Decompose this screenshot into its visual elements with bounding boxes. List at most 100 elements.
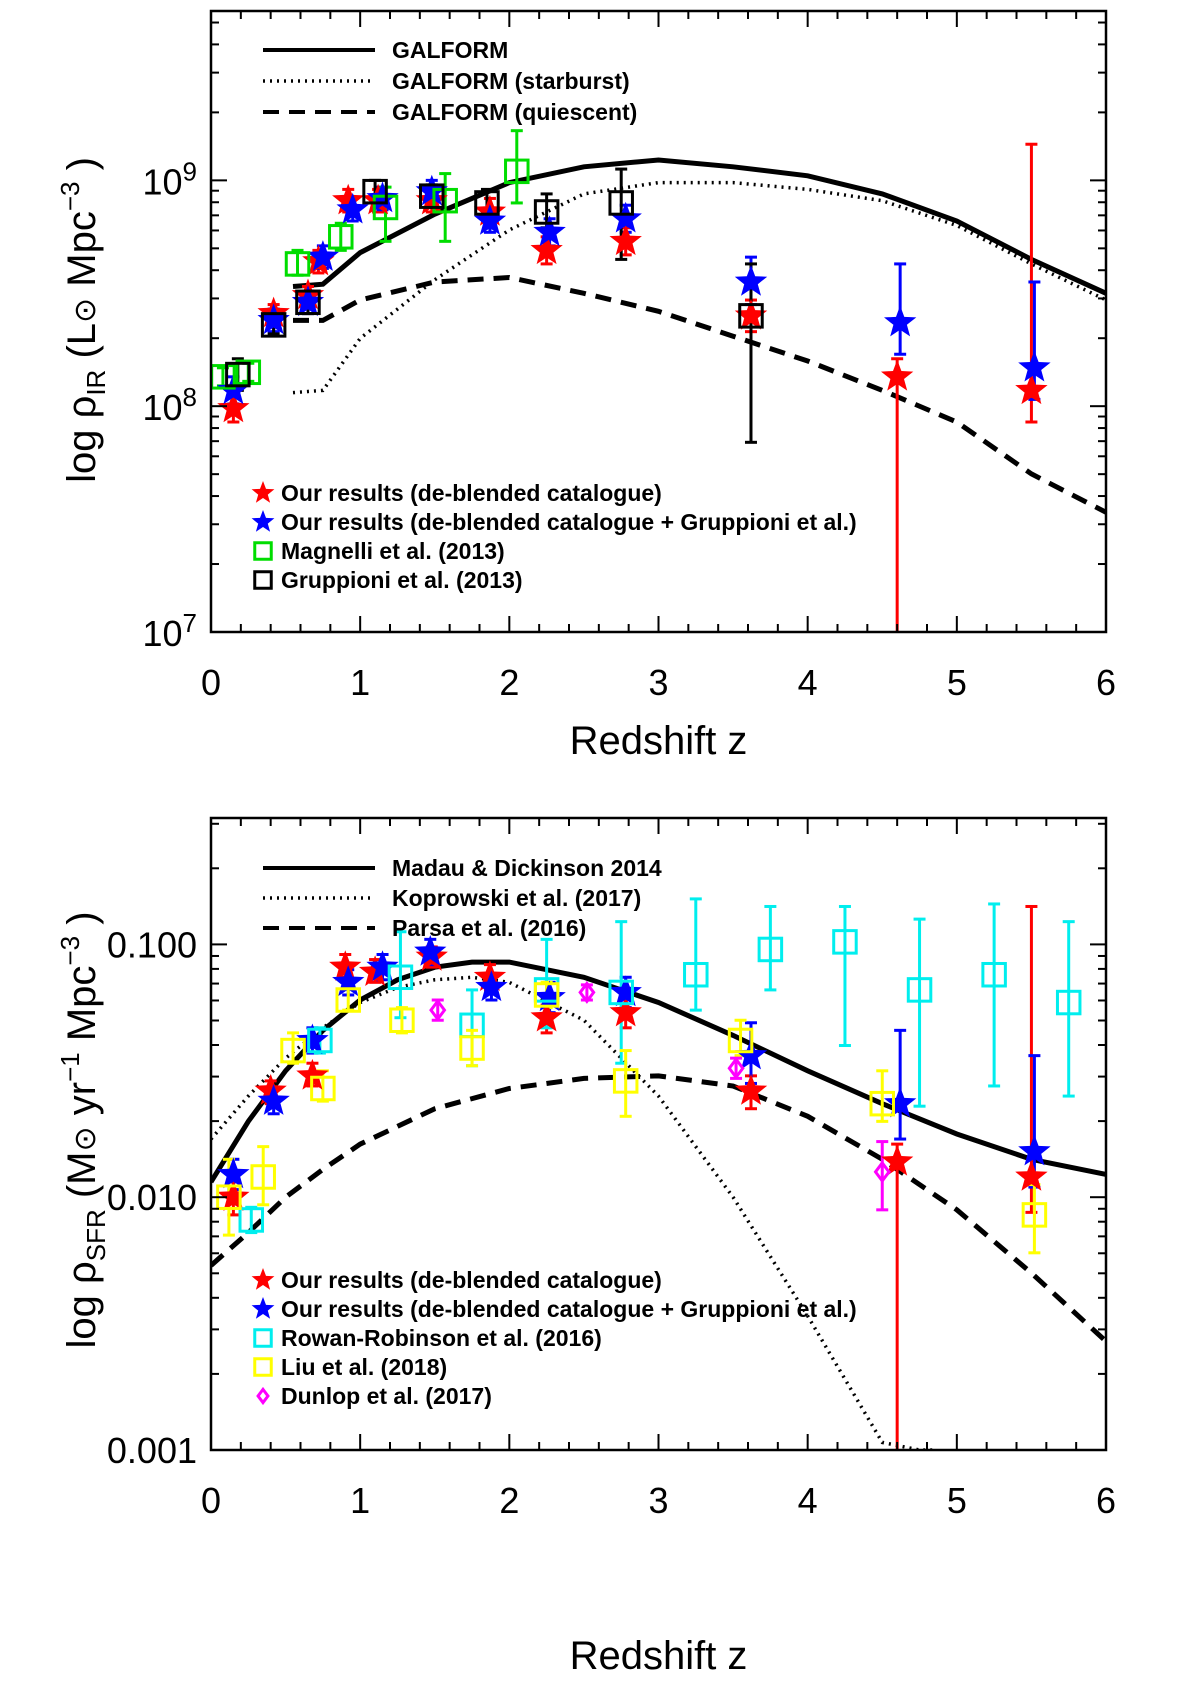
curve-koprowski-et-al-2017- (211, 975, 935, 1450)
legend-point-label: Dunlop et al. (2017) (281, 1383, 492, 1409)
point-our-results-de-blended-catalogue- (1015, 1160, 1048, 1191)
y-tick-base: 10 (142, 613, 182, 654)
y-tick-label: 0.010 (107, 1177, 197, 1218)
plot-area (211, 897, 1106, 1450)
point-our-results-de-blended-catalogue- (530, 233, 563, 265)
point-liu-et-al-2018- (459, 1035, 485, 1061)
legend-point-label: Rowan-Robinson et al. (2016) (281, 1325, 602, 1351)
y-tick-label: 0.001 (107, 1430, 197, 1471)
legend-point-label: Gruppioni et al. (2013) (281, 567, 523, 593)
legend-line-label: GALFORM (quiescent) (392, 99, 637, 125)
legend-point-label: Liu et al. (2018) (281, 1354, 447, 1380)
point-liu-et-al-2018- (389, 1007, 415, 1033)
point-our-results-de-blended-catalogue- (217, 391, 250, 423)
x-axis-title: Redshift z (570, 719, 748, 763)
point-liu-et-al-2018- (250, 1164, 276, 1190)
x-axis-title: Redshift z (570, 1634, 748, 1678)
point-liu-et-al-2018- (335, 987, 361, 1013)
point-dunlop-et-al-2017- (727, 1056, 745, 1080)
y-tick-exponent: 9 (183, 156, 197, 186)
point-gruppioni-et-al-2013- (738, 303, 764, 329)
x-tick-label: 0 (201, 662, 221, 703)
y-title-close: ) (60, 911, 104, 935)
legend-line-label: Parsa et al. (2016) (392, 915, 586, 941)
legend-point-label: Our results (de-blended catalogue) (281, 480, 662, 506)
point-our-results-de-blended-catalogue- (530, 1000, 563, 1032)
point-our-results-de-blended-catalogue- (1015, 373, 1048, 405)
y-title-unit: yr (60, 1082, 104, 1126)
x-tick-label: 0 (201, 1480, 221, 1521)
point-liu-et-al-2018- (612, 1068, 639, 1094)
point-our-results-de-blended-catalogue-gruppioni-et-al- (306, 240, 339, 271)
bottom-panel-sfr-density: 0 1 2 3 4 5 6 0.001 0.010 0.100 Redshift z log ρSFR… (55, 816, 1116, 1678)
point-our-results-de-blended-catalogue- (296, 1058, 329, 1090)
point-liu-et-al-2018- (310, 1075, 336, 1102)
point-our-results-de-blended-catalogue-gruppioni-et-al- (1018, 1134, 1051, 1166)
legend-line-label: Madau & Dickinson 2014 (392, 855, 662, 881)
point-gruppioni-et-al-2013- (474, 190, 500, 216)
point-our-results-de-blended-catalogue-gruppioni-et-al- (884, 1086, 917, 1118)
y-title-unit: (M (60, 1152, 104, 1210)
point-our-results-de-blended-catalogue-gruppioni-et-al- (533, 215, 566, 247)
x-tick-label: 2 (499, 662, 519, 703)
legend-marker (253, 541, 273, 561)
curve-galform-quiescent- (293, 274, 1106, 515)
point-our-results-de-blended-catalogue- (329, 950, 362, 981)
point-magnelli-et-al-2013- (504, 158, 530, 185)
point-our-results-de-blended-catalogue- (609, 995, 642, 1027)
point-rowan-robinson-et-al-2016- (981, 961, 1007, 988)
plot-area (211, 129, 1106, 632)
point-our-results-de-blended-catalogue-gruppioni-et-al- (609, 975, 642, 1007)
x-tick-label: 5 (947, 662, 967, 703)
y-title-exponent: −3 (55, 182, 85, 212)
y-title-sun-symbol: ⊙ (69, 1126, 102, 1151)
y-title-exponent: −1 (55, 1052, 85, 1082)
point-our-results-de-blended-catalogue- (332, 183, 365, 215)
point-rowan-robinson-et-al-2016- (1055, 989, 1082, 1016)
point-our-results-de-blended-catalogue-gruppioni-et-al- (473, 204, 507, 235)
x-tick-label: 3 (648, 1480, 668, 1521)
point-our-results-de-blended-catalogue-gruppioni-et-al- (296, 1023, 329, 1055)
point-rowan-robinson-et-al-2016- (832, 929, 858, 955)
point-our-results-de-blended-catalogue-gruppioni-et-al- (257, 303, 290, 335)
y-tick-exponent: 7 (183, 608, 197, 638)
point-liu-et-al-2018- (727, 1027, 754, 1054)
y-title-main: log ρ (60, 396, 104, 483)
y-title-main: log ρ (60, 1261, 104, 1348)
legend-marker (251, 481, 275, 503)
point-our-results-de-blended-catalogue- (734, 298, 768, 330)
point-liu-et-al-2018- (1021, 1202, 1048, 1228)
point-our-results-de-blended-catalogue- (881, 1144, 914, 1176)
point-dunlop-et-al-2017- (578, 980, 596, 1004)
y-tick-label: 0.100 (107, 924, 197, 965)
x-tick-label: 6 (1096, 1480, 1116, 1521)
curve-galform (292, 157, 1106, 296)
curve-galform-starburst- (292, 180, 1106, 395)
point-magnelli-et-al-2013- (432, 187, 458, 214)
legend-line-label: GALFORM (392, 37, 508, 63)
point-gruppioni-et-al-2013- (362, 178, 388, 205)
point-our-results-de-blended-catalogue- (734, 1074, 768, 1105)
y-title-close: ) (60, 157, 104, 181)
y-title-exponent: −3 (55, 936, 85, 966)
point-our-results-de-blended-catalogue-gruppioni-et-al- (415, 174, 448, 206)
point-our-results-de-blended-catalogue-gruppioni-et-al- (884, 305, 917, 337)
y-title-unit: (L (60, 323, 104, 370)
y-axis-title-text: log ρIR (L⊙ Mpc−3 ) (55, 157, 111, 483)
y-tick-base: 10 (142, 161, 182, 202)
legend-marker (251, 1297, 275, 1319)
point-gruppioni-et-al-2013- (260, 312, 287, 338)
point-rowan-robinson-et-al-2016- (906, 977, 933, 1003)
y-title-subscript: SFR (81, 1209, 111, 1261)
point-our-results-de-blended-catalogue-gruppioni-et-al- (217, 1157, 250, 1189)
point-dunlop-et-al-2017- (429, 998, 447, 1022)
y-tick-exponent: 8 (183, 382, 197, 412)
x-tick-label: 2 (499, 1480, 519, 1521)
legend-marker (253, 1357, 273, 1377)
point-gruppioni-et-al-2013- (225, 361, 251, 388)
point-rowan-robinson-et-al-2016- (757, 936, 784, 963)
y-axis-title-text: log ρSFR (M⊙ yr−1 Mpc−3 ) (55, 911, 111, 1348)
y-tick-label: 109 (142, 156, 197, 202)
